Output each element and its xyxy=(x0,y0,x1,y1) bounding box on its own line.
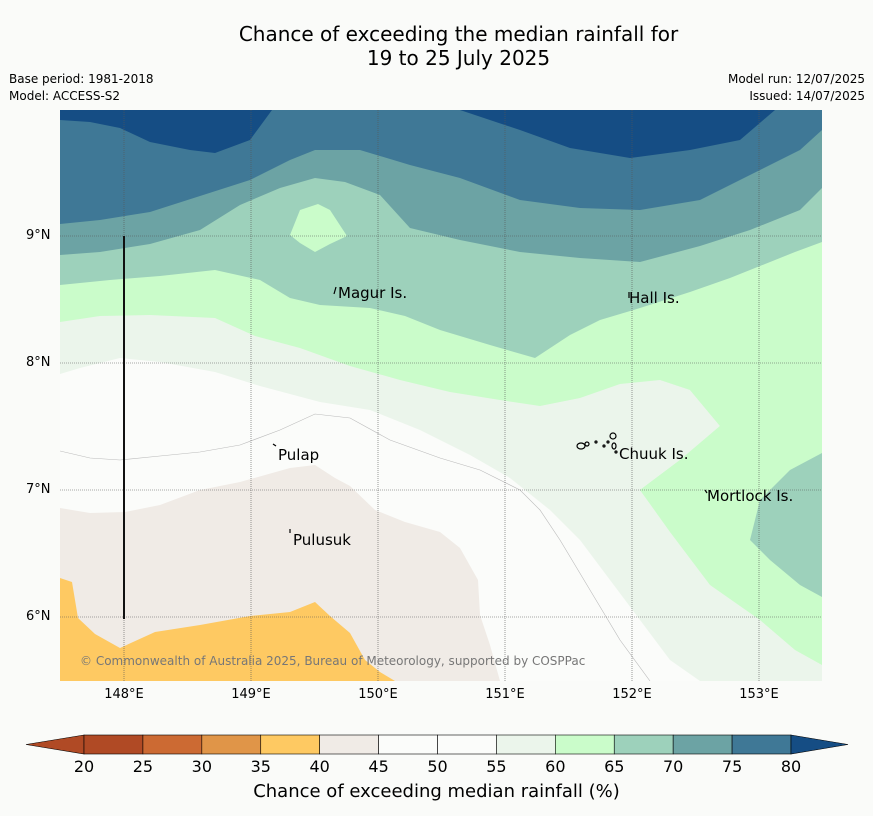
colorbar-segment xyxy=(260,734,320,755)
island-mortlock xyxy=(704,489,708,494)
colorbar-tick-label: 20 xyxy=(73,757,95,776)
colorbar-tick-label: 75 xyxy=(721,757,743,776)
colorbar-segment xyxy=(378,734,438,755)
colorbar-segment xyxy=(201,734,262,755)
label-chuuk: Chuuk Is. xyxy=(619,445,688,463)
colorbar-title: Chance of exceeding median rainfall (%) xyxy=(253,781,620,802)
y-tick: 8°N xyxy=(26,355,51,370)
island-pulap xyxy=(272,443,277,447)
colorbar-tick-label: 80 xyxy=(780,757,802,776)
colorbar xyxy=(25,734,849,755)
colorbar-tick-label: 35 xyxy=(250,757,271,776)
colorbar-segment xyxy=(613,734,674,755)
band-65-pocket xyxy=(290,204,347,252)
colorbar-segment xyxy=(672,734,733,755)
label-pulap: Pulap xyxy=(278,446,319,464)
label-magur: Magur Is. xyxy=(338,284,407,302)
colorbar-segment xyxy=(83,734,144,755)
x-tick: 149°E xyxy=(231,687,271,702)
colorbar-max-arrow xyxy=(790,734,849,755)
x-tick: 152°E xyxy=(612,687,652,702)
label-mortlock: Mortlock Is. xyxy=(707,487,793,505)
colorbar-tick-label: 40 xyxy=(309,757,330,776)
meta-right: Model run: 12/07/2025 Issued: 14/07/2025 xyxy=(728,71,865,105)
model-name: Model: ACCESS-S2 xyxy=(9,89,121,103)
colorbar-segment xyxy=(555,734,615,755)
colorbar-tick-label: 60 xyxy=(545,757,566,776)
map-title: Chance of exceeding the median rainfall … xyxy=(0,22,873,70)
colorbar-tick-label: 65 xyxy=(604,757,625,776)
title-line-1: Chance of exceeding the median rainfall … xyxy=(238,22,679,46)
label-hall: Hall Is. xyxy=(629,289,680,307)
x-tick: 148°E xyxy=(104,687,144,702)
band-60-right xyxy=(640,370,822,665)
colorbar-segment xyxy=(142,734,203,755)
colorbar-tick-label: 30 xyxy=(191,757,212,776)
colorbar-segment xyxy=(319,734,379,755)
title-line-2: 19 to 25 July 2025 xyxy=(366,46,551,70)
y-tick: 7°N xyxy=(26,482,51,497)
colorbar-tick-label: 25 xyxy=(132,757,154,776)
band-65-right xyxy=(750,453,822,597)
base-period: Base period: 1981-2018 xyxy=(9,72,154,86)
colorbar-min-arrow xyxy=(25,734,85,755)
colorbar-tick-label: 55 xyxy=(486,757,507,776)
x-tick: 150°E xyxy=(358,687,398,702)
x-tick: 151°E xyxy=(485,687,525,702)
island-magur xyxy=(333,286,337,295)
meta-left: Base period: 1981-2018 Model: ACCESS-S2 xyxy=(9,71,154,105)
issued-date: Issued: 14/07/2025 xyxy=(749,89,865,103)
colorbar-segment xyxy=(496,734,556,755)
colorbar-tick-label: 50 xyxy=(427,757,448,776)
band-40 xyxy=(60,465,500,681)
colorbar-tick-label: 45 xyxy=(368,757,389,776)
colorbar-tick-label: 70 xyxy=(662,757,684,776)
copyright: © Commonwealth of Australia 2025, Bureau… xyxy=(80,654,585,668)
label-pulusuk: Pulusuk xyxy=(293,531,351,549)
colorbar-segment xyxy=(437,734,497,755)
band-35 xyxy=(60,578,395,681)
y-tick: 9°N xyxy=(26,228,51,243)
island-chuuk xyxy=(576,432,618,454)
colorbar-segment xyxy=(731,734,792,755)
x-tick: 153°E xyxy=(739,687,779,702)
model-run: Model run: 12/07/2025 xyxy=(727,72,865,86)
y-tick: 6°N xyxy=(26,609,51,624)
